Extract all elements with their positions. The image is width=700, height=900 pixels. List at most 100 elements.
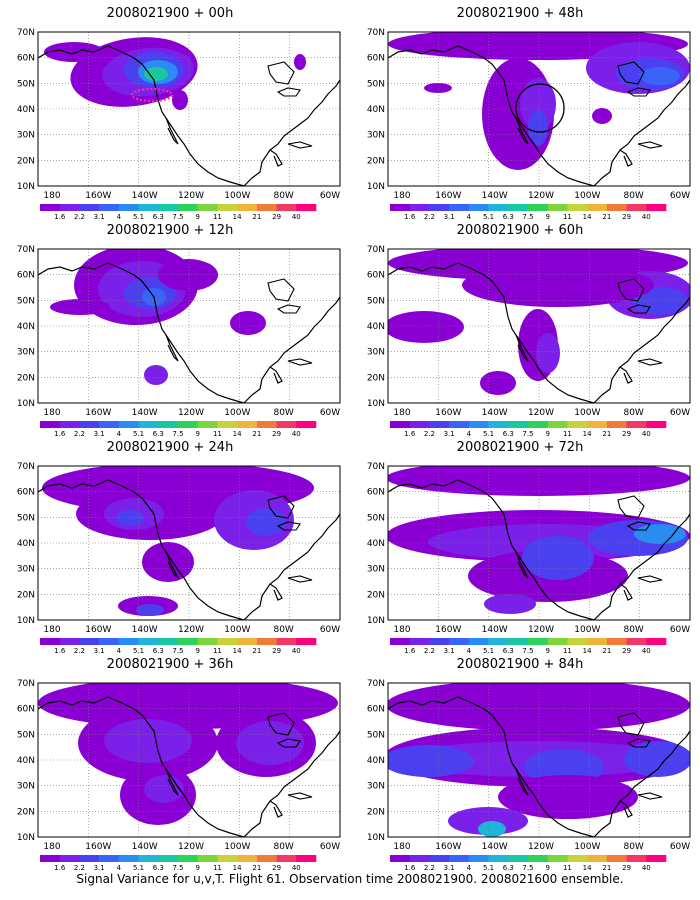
colorbar-label: 29 [272, 430, 281, 438]
x-tick-label: 140W [132, 625, 158, 635]
colorbar-swatch [646, 638, 667, 645]
colorbar-label: 6.3 [503, 430, 514, 438]
coastline [276, 738, 301, 748]
colorbar-swatch [158, 638, 179, 645]
colorbar-swatch [138, 855, 159, 862]
variance-contour [528, 110, 548, 146]
colorbar-swatch [449, 638, 470, 645]
colorbar-swatch [237, 855, 258, 862]
colorbar-swatch [390, 204, 411, 211]
y-tick-label: 50N [17, 296, 35, 306]
variance-contour [236, 721, 304, 765]
y-tick-label: 50N [17, 730, 35, 740]
colorbar-label: 6.3 [503, 864, 514, 872]
variance-contour [294, 54, 306, 70]
variance-field [38, 683, 340, 837]
y-tick-label: 10N [367, 616, 385, 626]
x-tick-label: 160W [85, 191, 111, 201]
target-circle [515, 83, 565, 133]
colorbar-label: 4 [117, 647, 122, 655]
y-tick-label: 40N [367, 539, 385, 549]
colorbar-label: 11 [213, 647, 222, 655]
variance-field [388, 249, 690, 403]
colorbar-label: 11 [563, 647, 572, 655]
colorbar-swatch [488, 855, 509, 862]
colorbar-swatch [276, 638, 297, 645]
colorbar-swatch [409, 855, 430, 862]
colorbar-label: 9 [195, 430, 199, 438]
colorbar-label: 6.3 [503, 647, 514, 655]
coastline [267, 61, 295, 85]
colorbar-label: 29 [622, 213, 631, 221]
panel-title: 2008021900 + 24h [106, 440, 234, 455]
map-frame [387, 682, 691, 838]
map-frame [37, 465, 341, 621]
colorbar-label: 7.5 [172, 647, 183, 655]
colorbar-swatch [646, 421, 667, 428]
colorbar-swatch [276, 421, 297, 428]
colorbar-swatch [178, 421, 199, 428]
y-tick-label: 20N [367, 373, 385, 383]
variance-contour [144, 775, 184, 803]
colorbar-swatch [508, 855, 529, 862]
colorbar-swatch [587, 204, 608, 211]
y-tick-label: 50N [17, 79, 35, 89]
colorbar-swatch [40, 204, 61, 211]
coastline [276, 304, 301, 314]
colorbar-swatch [40, 855, 61, 862]
coastline [243, 513, 340, 620]
colorbar-label: 2.2 [74, 430, 85, 438]
coastline [637, 575, 663, 583]
coastline [243, 730, 340, 837]
colorbar-swatch [158, 204, 179, 211]
variance-field [388, 32, 690, 186]
y-tick-label: 10N [17, 616, 35, 626]
colorbar-swatch [587, 638, 608, 645]
y-tick-label: 30N [17, 131, 35, 141]
variance-contour [104, 719, 192, 763]
colorbar-swatch [390, 855, 411, 862]
x-tick-label: 80W [623, 191, 643, 201]
x-tick-label: 60W [670, 625, 690, 635]
y-tick-label: 30N [17, 782, 35, 792]
colorbar-swatch [197, 855, 218, 862]
colorbar-swatch [567, 421, 588, 428]
colorbar-label: 6.3 [153, 647, 164, 655]
x-tick-label: 100W [574, 191, 600, 201]
x-tick-label: 80W [273, 191, 293, 201]
x-tick-label: 60W [670, 408, 690, 418]
y-tick-label: 50N [367, 513, 385, 523]
map-panel: 2008021900 + 12h 70N 60N 50N 40N 30N 20N 10N 180… [0, 217, 341, 438]
colorbar-label: 2.2 [74, 213, 85, 221]
colorbar-label: 40 [292, 430, 301, 438]
colorbar-label: 3.1 [94, 213, 105, 221]
x-tick-label: 120W [528, 625, 554, 635]
colorbar-label: 21 [252, 213, 261, 221]
y-tick-label: 30N [17, 348, 35, 358]
variance-field [388, 683, 690, 837]
colorbar-swatch [138, 638, 159, 645]
panel-title: 2008021900 + 12h [106, 223, 234, 238]
y-tick-label: 20N [367, 807, 385, 817]
x-tick-label: 140W [482, 191, 508, 201]
colorbar-swatch [276, 204, 297, 211]
coastline [243, 79, 340, 186]
variance-contour [388, 683, 690, 731]
colorbar-swatch [547, 204, 568, 211]
x-tick-label: 140W [132, 191, 158, 201]
x-tick-label: 120W [178, 625, 204, 635]
colorbar-label: 3.1 [94, 430, 105, 438]
colorbar-swatch [429, 638, 450, 645]
x-tick-label: 180 [393, 191, 410, 201]
colorbar-label: 40 [292, 213, 301, 221]
y-tick-label: 30N [367, 782, 385, 792]
variance-contour [50, 299, 110, 315]
colorbar-swatch [79, 421, 100, 428]
y-tick-label: 50N [367, 296, 385, 306]
panel-title: 2008021900 + 72h [456, 440, 584, 455]
coastline [267, 278, 295, 302]
x-tick-label: 80W [273, 408, 293, 418]
y-tick-label: 60N [367, 54, 385, 64]
colorbar-label: 9 [545, 430, 549, 438]
colorbar-swatch [197, 421, 218, 428]
